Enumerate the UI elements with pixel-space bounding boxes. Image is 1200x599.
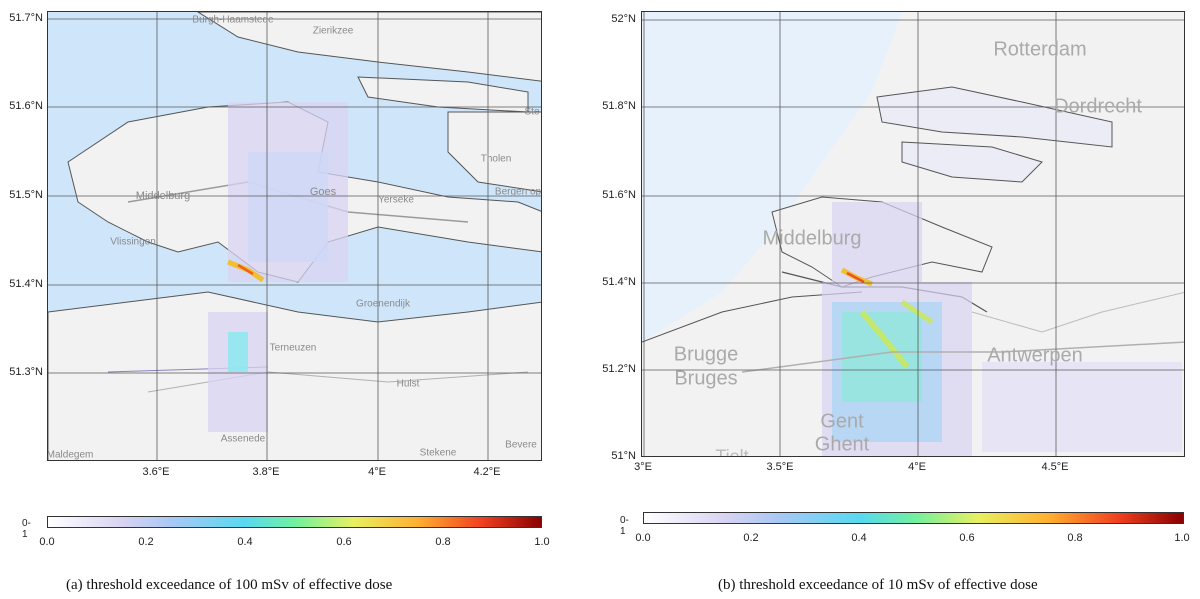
- place-label: Middelburg: [762, 227, 862, 250]
- colorbar-tick: 1.0: [1174, 532, 1190, 544]
- lat-label: 51.4°N: [602, 276, 636, 288]
- lat-label: 51.6°N: [9, 100, 43, 112]
- lon-label: 4.5°E: [1041, 461, 1069, 473]
- lat-label: 51.6°N: [602, 189, 636, 201]
- lat-label: 51.5°N: [9, 189, 43, 201]
- colorbar-tick: 0.2: [743, 532, 759, 544]
- place-label: Tholen: [480, 153, 512, 165]
- place-label: Gent: [820, 410, 864, 433]
- map-a-canvas: [48, 12, 541, 460]
- map-b[interactable]: Rotterdam Dordrecht Middelburg Brugge Br…: [641, 11, 1185, 457]
- colorbar-tick: 0.6: [336, 536, 352, 548]
- lon-label: 3°E: [634, 461, 652, 473]
- lat-label: 51.8°N: [602, 100, 636, 112]
- lat-label: 51.2°N: [602, 363, 636, 375]
- map-a[interactable]: Burgh-Haamstede Zierikzee Middelburg Goe…: [47, 11, 542, 461]
- colorbar-tick: 0.0: [635, 532, 651, 544]
- place-label: Tielt: [715, 446, 749, 457]
- lon-label: 3.5°E: [766, 461, 794, 473]
- place-label: Bevere: [505, 439, 537, 451]
- place-label: Hulst: [396, 378, 420, 390]
- colorbar-tick: 0.8: [435, 536, 451, 548]
- place-label: Brugge: [673, 343, 739, 366]
- lon-label: 3.8°E: [252, 466, 280, 478]
- place-label: Goes: [309, 186, 337, 198]
- colorbar-tick: 0.4: [237, 536, 253, 548]
- lat-label: 52°N: [611, 13, 636, 25]
- colorbar-tick: 1.0: [534, 536, 550, 548]
- place-label: Maldegem: [47, 449, 94, 461]
- caption-a: (a) threshold exceedance of 100 mSv of e…: [66, 577, 393, 593]
- place-label: Middelburg: [135, 190, 191, 202]
- lat-label: 51°N: [611, 450, 636, 462]
- lon-label: 4°E: [368, 466, 386, 478]
- map-b-canvas: [642, 12, 1184, 456]
- place-label: Bergen op: [494, 186, 542, 198]
- place-label: Dordrecht: [1054, 95, 1142, 118]
- place-label: Terneuzen: [269, 342, 317, 354]
- caption-b: (b) threshold exceedance of 10 mSv of ef…: [718, 577, 1038, 593]
- place-label: Zierikzee: [312, 25, 354, 37]
- lat-label: 51.7°N: [9, 12, 43, 24]
- lon-label: 4°E: [908, 461, 926, 473]
- place-label: Assenede: [220, 433, 266, 445]
- place-label: Ste: [524, 106, 540, 118]
- colorbar-unit: 0-1: [22, 518, 31, 540]
- lat-label: 51.3°N: [9, 366, 43, 378]
- colorbar-tick: 0.8: [1067, 532, 1083, 544]
- lat-label: 51.4°N: [9, 278, 43, 290]
- colorbar-tick: 0.6: [959, 532, 975, 544]
- place-label: Vlissingen: [110, 236, 156, 248]
- place-label: Yerseke: [378, 194, 414, 206]
- lon-label: 3.6°E: [142, 466, 170, 478]
- colorbar-tick: 0.4: [851, 532, 867, 544]
- colorbar-b: [643, 512, 1184, 524]
- colorbar-a: [47, 516, 542, 528]
- place-label: Burgh-Haamstede: [192, 14, 274, 26]
- place-label: Groenendijk: [356, 298, 410, 310]
- place-label: Antwerpen: [987, 344, 1083, 367]
- colorbar-unit: 0-1: [620, 515, 629, 537]
- colorbar-tick: 0.2: [138, 536, 154, 548]
- place-label: Bruges: [674, 367, 738, 390]
- place-label: Stekene: [419, 447, 457, 459]
- place-label: Ghent: [814, 433, 870, 456]
- colorbar-tick: 0.0: [39, 536, 55, 548]
- place-label: Rotterdam: [993, 38, 1087, 61]
- lon-label: 4.2°E: [473, 466, 501, 478]
